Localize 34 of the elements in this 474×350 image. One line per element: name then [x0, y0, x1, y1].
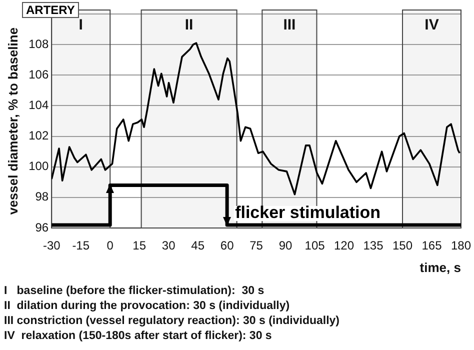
x-tick-label: 180: [450, 238, 472, 253]
text: III constriction (vessel regulatory reaction): 30 s (individually): [4, 315, 340, 327]
x-tick-label: 75: [250, 238, 264, 253]
x-tick-label: 0: [106, 238, 114, 253]
y-tick-label: 104: [28, 98, 49, 112]
band-label: I: [78, 16, 83, 34]
x-tick-label: 90: [278, 238, 293, 253]
x-tick-label: 45: [191, 238, 205, 253]
y-axis-title: vessel diameter, % to baseline: [5, 27, 20, 215]
y-tick-label: 100: [28, 159, 49, 174]
x-tick-label: 135: [363, 238, 384, 253]
x-axis-title: time, s: [420, 260, 461, 275]
x-tick-label: -15: [72, 238, 90, 253]
x-tick-label: 105: [304, 238, 326, 253]
y-tick-label: 96: [35, 220, 49, 234]
band-label: II: [184, 16, 194, 34]
text: IV relaxation (150-180s after start of flicker): 30 s: [4, 330, 272, 342]
x-tick-label: 120: [334, 238, 354, 253]
y-tick-label: 98: [35, 190, 49, 204]
x-tick-label: 150: [392, 238, 413, 253]
legend-label: flicker stimulation: [235, 203, 381, 222]
annotation: ARTERY: [22, 2, 79, 18]
x-tick-label: 165: [422, 238, 442, 253]
y-tick-label: 106: [28, 67, 49, 82]
band-label: IV: [424, 16, 439, 34]
text: I baseline (before the flicker-stimulation): 30 s: [4, 285, 264, 297]
x-tick-label: -30: [42, 238, 61, 253]
x-tick-label: 15: [132, 238, 146, 253]
y-tick-label: 108: [28, 36, 49, 51]
text: II dilation during the provocation: 30 s (individually): [4, 300, 290, 312]
y-tick-label: 102: [28, 128, 49, 143]
x-tick-label: 60: [220, 238, 234, 253]
band-label: III: [283, 16, 296, 34]
x-tick-label: 30: [162, 238, 176, 253]
